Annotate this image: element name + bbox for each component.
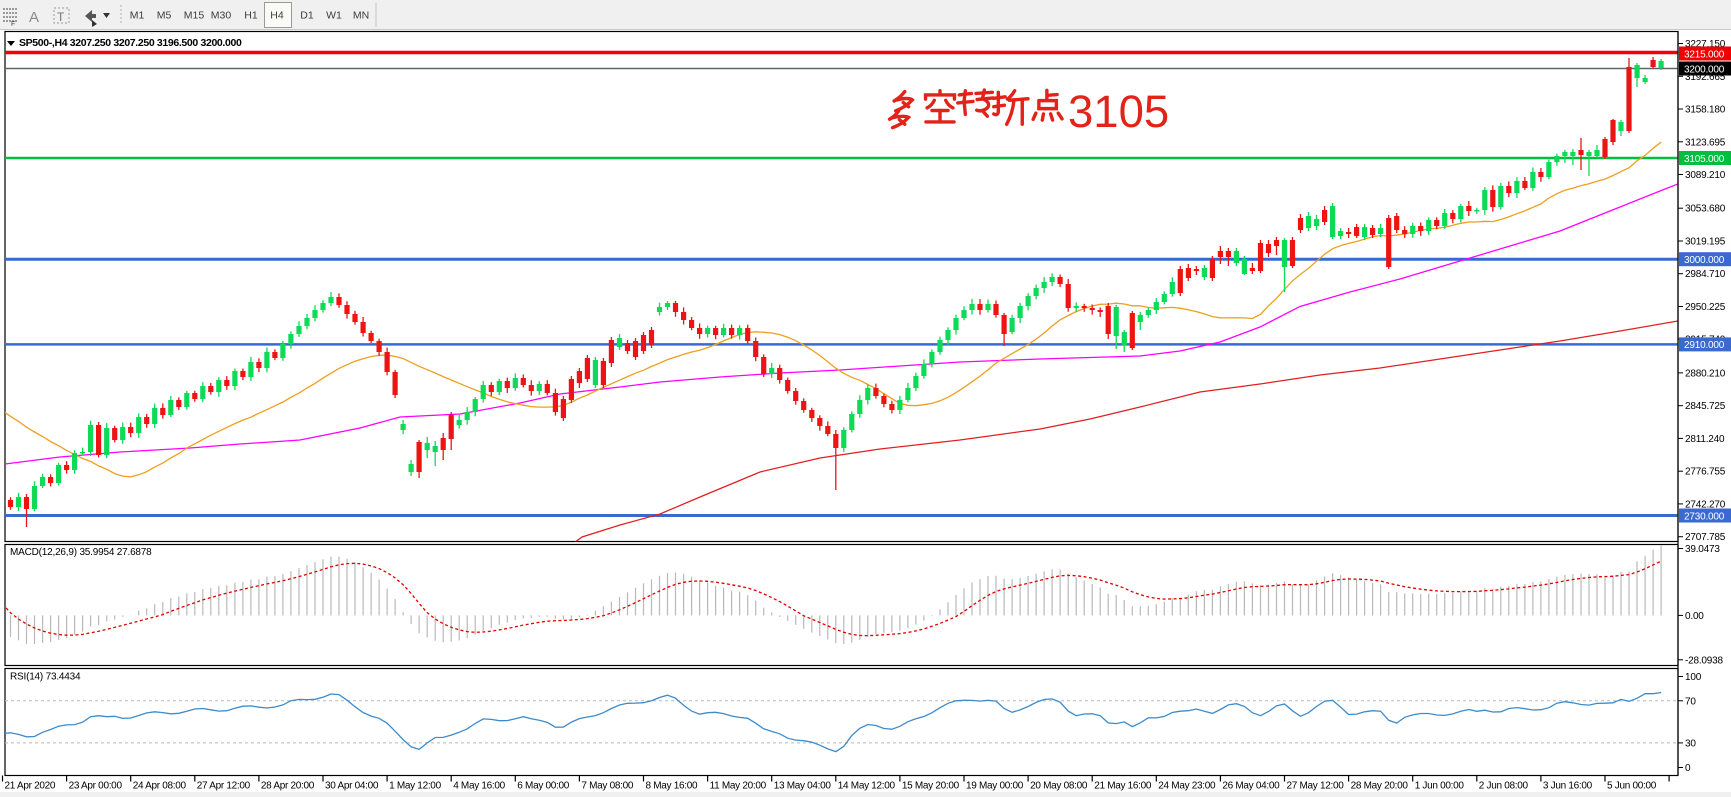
- svg-text:100: 100: [1685, 672, 1702, 683]
- svg-text:M5: M5: [157, 10, 172, 22]
- svg-text:3019.195: 3019.195: [1685, 237, 1726, 248]
- svg-text:11 May 20:00: 11 May 20:00: [710, 781, 767, 792]
- svg-text:2910.000: 2910.000: [1684, 340, 1725, 351]
- svg-text:39.0473: 39.0473: [1685, 544, 1720, 555]
- svg-text:3227.150: 3227.150: [1685, 39, 1726, 50]
- svg-text:26 May 04:00: 26 May 04:00: [1222, 781, 1280, 792]
- svg-text:28 May 20:00: 28 May 20:00: [1351, 781, 1409, 792]
- svg-text:2845.725: 2845.725: [1685, 401, 1726, 412]
- svg-text:4 May 16:00: 4 May 16:00: [453, 781, 505, 792]
- svg-text:2950.225: 2950.225: [1685, 302, 1726, 313]
- svg-text:D1: D1: [300, 10, 314, 22]
- svg-text:30: 30: [1685, 738, 1696, 749]
- svg-text:3200.000: 3200.000: [1684, 64, 1725, 75]
- svg-text:21 Apr 2020: 21 Apr 2020: [5, 781, 56, 792]
- svg-text:H4: H4: [270, 10, 284, 22]
- svg-text:15 May 20:00: 15 May 20:00: [902, 781, 960, 792]
- svg-text:H1: H1: [244, 10, 258, 22]
- svg-text:27 May 12:00: 27 May 12:00: [1287, 781, 1345, 792]
- svg-text:2730.000: 2730.000: [1684, 511, 1725, 522]
- svg-text:3000.000: 3000.000: [1684, 255, 1725, 266]
- svg-text:W1: W1: [326, 10, 342, 22]
- svg-text:23 Apr 00:00: 23 Apr 00:00: [69, 781, 123, 792]
- svg-text:7 May 08:00: 7 May 08:00: [581, 781, 633, 792]
- svg-text:MN: MN: [353, 10, 369, 22]
- svg-text:5 Jun 00:00: 5 Jun 00:00: [1607, 781, 1657, 792]
- svg-text:T: T: [57, 10, 65, 24]
- svg-text:3105.000: 3105.000: [1684, 154, 1725, 165]
- svg-text:6 May 00:00: 6 May 00:00: [517, 781, 569, 792]
- svg-text:2742.270: 2742.270: [1685, 499, 1726, 510]
- svg-text:14 May 12:00: 14 May 12:00: [838, 781, 896, 792]
- svg-text:70: 70: [1685, 696, 1696, 707]
- svg-text:2707.785: 2707.785: [1685, 532, 1726, 543]
- svg-text:0.00: 0.00: [1685, 611, 1704, 622]
- svg-text:2 Jun 08:00: 2 Jun 08:00: [1479, 781, 1529, 792]
- svg-text:27 Apr 12:00: 27 Apr 12:00: [197, 781, 251, 792]
- svg-text:30 Apr 04:00: 30 Apr 04:00: [325, 781, 379, 792]
- svg-text:3123.695: 3123.695: [1685, 137, 1726, 148]
- svg-text:3089.210: 3089.210: [1685, 170, 1726, 181]
- svg-text:SP500-,H4 3207.250 3207.250 3: SP500-,H4 3207.250 3207.250 3196.500 320…: [19, 37, 242, 49]
- svg-text:1 May 12:00: 1 May 12:00: [389, 781, 441, 792]
- svg-text:28 Apr 20:00: 28 Apr 20:00: [261, 781, 315, 792]
- svg-text:2811.240: 2811.240: [1685, 434, 1725, 445]
- svg-text:2776.755: 2776.755: [1685, 467, 1726, 478]
- svg-text:M1: M1: [130, 10, 145, 22]
- svg-text:M30: M30: [211, 10, 232, 22]
- svg-text:-28.0938: -28.0938: [1685, 655, 1724, 666]
- svg-text:8 May 16:00: 8 May 16:00: [646, 781, 698, 792]
- svg-text:2880.210: 2880.210: [1685, 368, 1726, 379]
- svg-text:0: 0: [1685, 763, 1691, 774]
- svg-text:3215.000: 3215.000: [1684, 49, 1725, 60]
- svg-text:3158.180: 3158.180: [1685, 105, 1726, 116]
- svg-text:M15: M15: [184, 10, 205, 22]
- svg-text:3105: 3105: [1068, 86, 1169, 137]
- svg-text:3 Jun 16:00: 3 Jun 16:00: [1543, 781, 1593, 792]
- svg-text:A: A: [29, 9, 39, 26]
- svg-text:3192.665: 3192.665: [1685, 72, 1726, 83]
- svg-text:RSI(14) 73.4434: RSI(14) 73.4434: [10, 672, 81, 683]
- svg-text:2984.710: 2984.710: [1685, 269, 1726, 280]
- svg-text:3053.680: 3053.680: [1685, 204, 1726, 215]
- svg-text:1 Jun 00:00: 1 Jun 00:00: [1415, 781, 1465, 792]
- svg-text:F: F: [11, 21, 15, 28]
- svg-text:20 May 08:00: 20 May 08:00: [1030, 781, 1088, 792]
- svg-text:MACD(12,26,9) 35.9954 27.6878: MACD(12,26,9) 35.9954 27.6878: [10, 547, 152, 558]
- svg-text:24 May 23:00: 24 May 23:00: [1158, 781, 1216, 792]
- svg-text:13 May 04:00: 13 May 04:00: [774, 781, 832, 792]
- svg-text:24 Apr 08:00: 24 Apr 08:00: [133, 781, 187, 792]
- svg-text:19 May 00:00: 19 May 00:00: [966, 781, 1024, 792]
- svg-text:21 May 16:00: 21 May 16:00: [1094, 781, 1152, 792]
